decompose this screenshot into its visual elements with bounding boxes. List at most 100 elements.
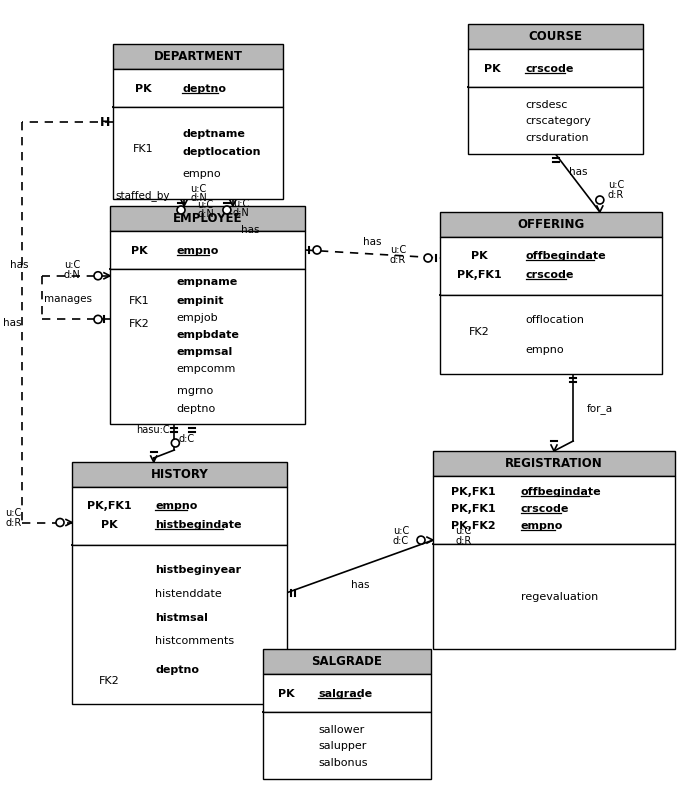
- Text: u:C: u:C: [390, 245, 406, 255]
- Text: d:R: d:R: [455, 536, 471, 545]
- Text: deptno: deptno: [182, 84, 226, 94]
- Text: PK,FK1: PK,FK1: [451, 486, 495, 496]
- Text: FK1: FK1: [129, 296, 150, 306]
- Text: PK: PK: [471, 251, 487, 261]
- Text: empmsal: empmsal: [177, 346, 233, 357]
- Text: d:N: d:N: [233, 208, 250, 217]
- Text: d:R: d:R: [5, 518, 21, 528]
- Text: u:C: u:C: [5, 508, 21, 518]
- Text: crscode: crscode: [525, 64, 573, 74]
- Text: PK: PK: [278, 688, 295, 698]
- Text: PK: PK: [135, 84, 152, 94]
- Bar: [72, 463, 287, 488]
- Text: PK: PK: [484, 64, 501, 74]
- Text: histbeginyear: histbeginyear: [155, 564, 242, 574]
- Text: FK1: FK1: [133, 144, 154, 154]
- Text: empcomm: empcomm: [177, 364, 236, 374]
- Bar: [433, 452, 675, 476]
- Text: FK2: FK2: [99, 675, 120, 685]
- Bar: [110, 207, 305, 232]
- Text: PK: PK: [101, 520, 118, 529]
- Text: empno: empno: [526, 344, 564, 354]
- Bar: [468, 25, 643, 50]
- Text: empno: empno: [155, 500, 197, 510]
- Text: hasu:C: hasu:C: [136, 424, 169, 435]
- Text: u:C: u:C: [197, 200, 213, 210]
- Bar: [110, 232, 305, 269]
- Text: PK,FK1: PK,FK1: [457, 269, 501, 280]
- Text: histenddate: histenddate: [155, 588, 222, 598]
- Text: empjob: empjob: [177, 313, 218, 322]
- Bar: [433, 476, 675, 545]
- Text: salupper: salupper: [318, 740, 366, 751]
- Bar: [468, 50, 643, 88]
- Text: deptname: deptname: [182, 128, 245, 139]
- Text: u:C: u:C: [64, 259, 80, 269]
- Text: empno: empno: [521, 520, 563, 530]
- Bar: [113, 70, 283, 107]
- Text: d:R: d:R: [608, 190, 624, 200]
- Circle shape: [223, 207, 231, 215]
- Circle shape: [171, 439, 179, 448]
- Circle shape: [313, 247, 321, 255]
- Text: u:C: u:C: [455, 525, 471, 536]
- Bar: [440, 296, 662, 375]
- Text: crsdesc: crsdesc: [525, 99, 567, 110]
- Text: has: has: [3, 318, 21, 327]
- Text: crscategory: crscategory: [525, 116, 591, 127]
- Text: empno: empno: [182, 169, 221, 179]
- Bar: [468, 88, 643, 155]
- Text: FK2: FK2: [469, 326, 489, 336]
- Text: empno: empno: [177, 245, 219, 256]
- Text: SALGRADE: SALGRADE: [312, 654, 382, 668]
- Text: mgrno: mgrno: [177, 386, 213, 395]
- Text: offlocation: offlocation: [526, 314, 584, 324]
- Bar: [263, 649, 431, 674]
- Bar: [110, 269, 305, 424]
- Text: u:C: u:C: [608, 180, 624, 190]
- Text: deptno: deptno: [177, 404, 216, 414]
- Circle shape: [94, 316, 102, 324]
- Text: has: has: [351, 579, 369, 589]
- Text: histmsal: histmsal: [155, 612, 208, 622]
- Text: EMPLOYEE: EMPLOYEE: [172, 213, 242, 225]
- Text: DEPARTMENT: DEPARTMENT: [153, 51, 242, 63]
- Text: crsduration: crsduration: [525, 133, 589, 143]
- Text: offbegindate: offbegindate: [526, 251, 607, 261]
- Text: crscode: crscode: [526, 269, 574, 280]
- Bar: [433, 545, 675, 649]
- Text: sallower: sallower: [318, 724, 364, 734]
- Text: HISTORY: HISTORY: [150, 468, 208, 481]
- Text: d:C: d:C: [393, 536, 409, 545]
- Bar: [113, 45, 283, 70]
- Text: u:C: u:C: [190, 184, 206, 194]
- Text: has: has: [10, 259, 28, 269]
- Text: empname: empname: [177, 277, 238, 287]
- Text: d:N: d:N: [63, 269, 80, 279]
- Text: PK,FK1: PK,FK1: [88, 500, 132, 510]
- Text: staffed_by: staffed_by: [116, 190, 170, 200]
- Text: crscode: crscode: [521, 504, 569, 513]
- Text: offbegindate: offbegindate: [521, 486, 602, 496]
- Text: empbdate: empbdate: [177, 330, 239, 340]
- Bar: [440, 213, 662, 237]
- Circle shape: [177, 207, 185, 215]
- Circle shape: [596, 196, 604, 205]
- Text: histbegindate: histbegindate: [155, 520, 242, 529]
- Text: for_a: for_a: [587, 403, 613, 414]
- Text: regevaluation: regevaluation: [521, 592, 598, 602]
- Bar: [440, 237, 662, 296]
- Bar: [72, 488, 287, 545]
- Text: REGISTRATION: REGISTRATION: [505, 457, 603, 470]
- Text: d:N: d:N: [197, 209, 214, 219]
- Text: H: H: [100, 115, 110, 129]
- Text: deptno: deptno: [155, 664, 199, 674]
- Text: histcomments: histcomments: [155, 636, 235, 646]
- Text: PK: PK: [131, 245, 148, 256]
- Text: deptlocation: deptlocation: [182, 147, 261, 157]
- Circle shape: [94, 273, 102, 281]
- Bar: [263, 712, 431, 779]
- Circle shape: [424, 255, 432, 263]
- Circle shape: [417, 537, 425, 545]
- Text: manages: manages: [44, 294, 92, 303]
